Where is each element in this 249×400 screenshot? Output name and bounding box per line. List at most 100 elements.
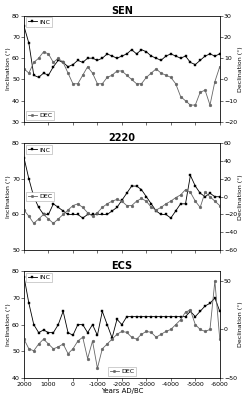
DEC: [47, 342, 50, 346]
INC: [47, 73, 50, 78]
DEC: [91, 214, 94, 219]
DEC: [130, 77, 133, 82]
INC: [194, 314, 197, 319]
INC: [106, 52, 109, 56]
DEC: [86, 64, 89, 69]
INC: [86, 56, 89, 60]
INC: [140, 314, 143, 319]
INC: [32, 194, 35, 199]
DEC: [218, 64, 221, 69]
DEC: [22, 337, 25, 342]
INC: [96, 58, 99, 63]
INC: [174, 314, 177, 319]
INC: [135, 184, 138, 188]
INC: [101, 56, 104, 60]
INC: [106, 322, 109, 327]
DEC: [22, 66, 25, 71]
DEC: [130, 335, 133, 340]
DEC: [194, 103, 197, 108]
INC: [150, 314, 153, 319]
DEC: [135, 199, 138, 204]
DEC: [125, 330, 128, 335]
INC: [116, 56, 119, 60]
DEC: [116, 197, 119, 202]
DEC: [42, 337, 45, 342]
INC: [52, 202, 55, 206]
INC: [174, 208, 177, 213]
INC: [213, 194, 216, 199]
DEC: [199, 90, 202, 95]
DEC: [204, 329, 207, 334]
DEC: [66, 71, 69, 76]
DEC: [120, 329, 123, 334]
DEC: [71, 346, 74, 351]
DEC: [179, 94, 182, 99]
Legend: INC: INC: [26, 145, 52, 154]
Y-axis label: Inclination (°): Inclination (°): [5, 303, 10, 346]
DEC: [199, 205, 202, 210]
DEC: [111, 73, 114, 78]
INC: [169, 52, 172, 56]
INC: [111, 208, 114, 213]
DEC: [66, 208, 69, 212]
DEC: [37, 216, 40, 221]
INC: [160, 212, 163, 217]
INC: [96, 333, 99, 338]
INC: [57, 58, 60, 63]
DEC: [218, 203, 221, 208]
Line: INC: INC: [23, 275, 221, 339]
DEC: [174, 81, 177, 86]
DEC: [169, 199, 172, 204]
INC: [37, 330, 40, 335]
INC: [101, 309, 104, 314]
INC: [189, 173, 192, 178]
INC: [81, 322, 84, 327]
DEC: [130, 203, 133, 208]
DEC: [71, 81, 74, 86]
INC: [52, 64, 55, 69]
Legend: DEC: DEC: [108, 367, 136, 376]
Title: ECS: ECS: [111, 261, 132, 271]
INC: [81, 216, 84, 220]
INC: [218, 309, 221, 314]
INC: [213, 296, 216, 300]
DEC: [62, 342, 65, 346]
DEC: [76, 339, 79, 344]
DEC: [199, 327, 202, 332]
INC: [47, 330, 50, 335]
INC: [62, 208, 65, 213]
DEC: [42, 49, 45, 54]
INC: [91, 56, 94, 60]
DEC: [52, 346, 55, 351]
INC: [27, 176, 30, 181]
INC: [145, 49, 148, 54]
DEC: [208, 327, 211, 332]
DEC: [194, 199, 197, 204]
INC: [52, 330, 55, 335]
DEC: [194, 322, 197, 327]
INC: [86, 212, 89, 217]
INC: [174, 54, 177, 58]
Y-axis label: Declination (°): Declination (°): [239, 174, 244, 220]
INC: [37, 205, 40, 210]
DEC: [81, 335, 84, 340]
Y-axis label: Declination (°): Declination (°): [238, 302, 243, 348]
DEC: [164, 202, 167, 206]
DEC: [160, 332, 163, 337]
INC: [22, 24, 25, 29]
INC: [199, 58, 202, 63]
DEC: [47, 216, 50, 221]
DEC: [91, 71, 94, 76]
Line: INC: INC: [23, 156, 221, 220]
Y-axis label: Declination (°): Declination (°): [239, 46, 244, 92]
INC: [140, 187, 143, 192]
DEC: [204, 88, 207, 92]
DEC: [189, 190, 192, 195]
INC: [213, 54, 216, 58]
DEC: [145, 199, 148, 204]
DEC: [184, 187, 187, 192]
DEC: [213, 279, 216, 284]
INC: [179, 314, 182, 319]
INC: [116, 317, 119, 322]
INC: [27, 41, 30, 46]
